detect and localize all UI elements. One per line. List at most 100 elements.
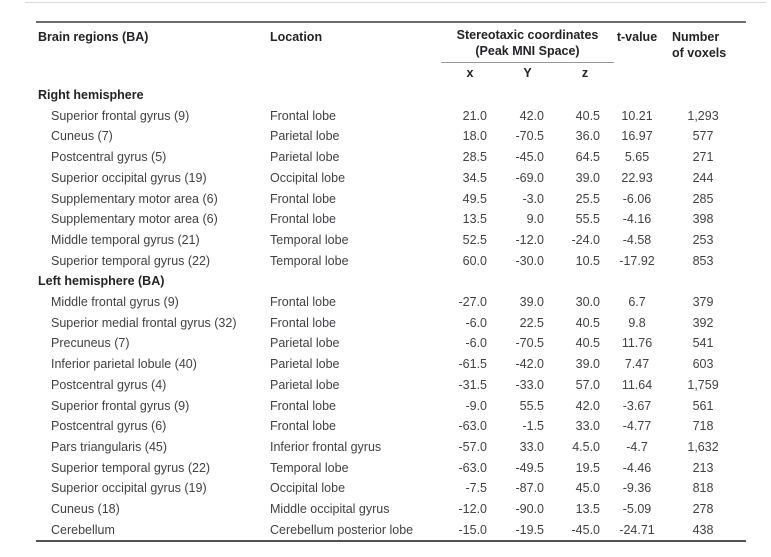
cell-brain-region: Cuneus (7)	[51, 129, 113, 144]
table-row: Cerebellum Cerebellum posterior lobe -15.0…	[36, 520, 746, 542]
cell-coord-z: 19.5	[575, 460, 601, 475]
cell-coord-z: 4.5.0	[572, 439, 601, 454]
cell-brain-region: Postcentral gyrus (6)	[51, 419, 167, 434]
cell-coord-x: 60.0	[462, 253, 487, 268]
cell-coord-x: -6.0	[465, 336, 487, 351]
cell-t-value: -5.09	[622, 502, 652, 517]
cell-coord-y: 55.5	[519, 398, 544, 413]
column-header-brain-regions: Brain regions (BA)	[38, 30, 149, 44]
cell-coord-y: -69.0	[515, 170, 545, 185]
cell-voxel-count: 561	[692, 398, 714, 413]
cell-location: Frontal lobe	[270, 315, 337, 330]
cell-voxel-count: 718	[692, 419, 714, 434]
cell-coord-z: 42.0	[575, 398, 601, 413]
cell-voxel-count: 379	[692, 295, 714, 310]
cell-coord-x: 34.5	[462, 170, 487, 185]
cell-coord-y: 9.0	[526, 212, 544, 227]
cell-brain-region: Supplementary motor area (6)	[51, 212, 218, 227]
cell-coord-y: -90.0	[515, 502, 545, 517]
column-header-z: z	[581, 66, 589, 80]
cell-t-value: 9.8	[628, 315, 646, 330]
table-row: Cuneus (18) Middle occipital gyrus -12.0 -9…	[36, 499, 746, 520]
cell-coord-x: -7.5	[465, 481, 487, 496]
cell-t-value: 11.76	[621, 336, 653, 351]
cell-coord-x: -9.0	[465, 398, 487, 413]
cell-coord-y: -1.5	[522, 419, 544, 434]
cell-location: Parietal lobe	[270, 357, 340, 372]
cell-coord-z: 39.0	[575, 170, 601, 185]
cell-coord-z: 13.5	[575, 502, 601, 517]
cell-t-value: -9.36	[622, 481, 652, 496]
cell-t-value: -4.77	[622, 419, 652, 434]
cell-location: Frontal lobe	[270, 212, 337, 227]
cell-voxel-count: 541	[692, 336, 714, 351]
cell-coord-z: 57.0	[575, 377, 601, 392]
cell-brain-region: Superior occipital gyrus (19)	[51, 170, 207, 185]
cell-coord-z: 40.5	[575, 315, 601, 330]
cell-coord-y: -70.5	[515, 129, 545, 144]
cell-voxel-count: 577	[692, 129, 714, 144]
column-header-location: Location	[270, 30, 323, 44]
cell-brain-region: Superior frontal gyrus (9)	[51, 398, 190, 413]
cell-brain-region: Superior frontal gyrus (9)	[51, 108, 190, 123]
cell-t-value: 6.7	[628, 295, 646, 310]
cell-voxel-count: 244	[692, 170, 714, 185]
cell-coord-x: -63.0	[458, 460, 488, 475]
cell-coord-y: -33.0	[515, 377, 545, 392]
cell-brain-region: Middle temporal gyrus (21)	[51, 232, 200, 247]
cell-t-value: -4.46	[622, 460, 652, 475]
cell-t-value: -4.7	[626, 439, 648, 454]
voxels-header-line2: of voxels	[672, 45, 727, 60]
column-header-stereotaxic-coordinates: Stereotaxic coordinates (Peak MNI Space)	[441, 22, 615, 63]
cell-voxel-count: 603	[692, 357, 714, 372]
cell-t-value: -17.92	[619, 253, 655, 268]
cell-location: Parietal lobe	[270, 377, 340, 392]
table-row: Middle temporal gyrus (21) Temporal lobe 5…	[36, 230, 746, 251]
table-row: Superior occipital gyrus (19) Occipital l…	[36, 478, 746, 499]
cell-brain-region: Postcentral gyrus (4)	[51, 377, 167, 392]
cell-coord-x: 49.5	[462, 191, 487, 206]
section-label: Left hemisphere (BA)	[38, 274, 165, 289]
table-row: Cuneus (7) Parietal lobe 18.0 -70.5 36.0 16.9…	[36, 126, 746, 147]
cell-coord-y: -70.5	[515, 336, 545, 351]
cell-coord-z: 30.0	[575, 295, 601, 310]
cell-coord-z: -45.0	[571, 522, 601, 537]
table-row: Postcentral gyrus (6) Frontal lobe -63.0 -1…	[36, 416, 746, 437]
cell-coord-x: -63.0	[458, 419, 488, 434]
cell-coord-x: 21.0	[462, 108, 487, 123]
results-table: Brain regions (BA) Location Stereotaxic …	[36, 21, 747, 543]
cell-voxel-count: 1,759	[687, 377, 719, 392]
cell-coord-x: -57.0	[458, 439, 488, 454]
cell-coord-y: -42.0	[515, 357, 545, 372]
cell-t-value: -4.58	[622, 232, 652, 247]
table-row: Superior occipital gyrus (19) Occipital l…	[36, 168, 746, 189]
table-row: Supplementary motor area (6) Frontal lobe…	[36, 189, 746, 210]
cell-coord-y: -49.5	[515, 460, 545, 475]
cell-coord-z: 36.0	[575, 129, 601, 144]
cell-coord-y: 22.5	[519, 315, 544, 330]
cell-location: Parietal lobe	[270, 150, 340, 165]
cell-t-value: -3.67	[622, 398, 652, 413]
cell-coord-y: 42.0	[519, 108, 544, 123]
cell-location: Frontal lobe	[270, 295, 337, 310]
cell-coord-z: 39.0	[575, 357, 601, 372]
cell-voxel-count: 213	[692, 460, 714, 475]
table-row: Superior temporal gyrus (22) Temporal lob…	[36, 251, 746, 272]
stereotaxic-header-line2: (Peak MNI Space)	[475, 43, 580, 58]
cell-coord-y: -19.5	[515, 522, 545, 537]
cell-location: Temporal lobe	[270, 460, 349, 475]
stereotaxic-header-line1: Stereotaxic coordinates	[456, 28, 599, 42]
cell-t-value: 16.97	[621, 129, 653, 144]
cell-t-value: -24.71	[619, 522, 655, 537]
table-row: Superior temporal gyrus (22) Temporal lob…	[36, 458, 746, 479]
cell-coord-x: 18.0	[462, 129, 487, 144]
cell-coord-x: -31.5	[458, 377, 488, 392]
top-rule-divider	[25, 2, 766, 3]
cell-location: Temporal lobe	[270, 232, 349, 247]
cell-coord-z: 33.0	[575, 419, 601, 434]
cell-coord-x: -27.0	[458, 295, 488, 310]
table-row: Supplementary motor area (6) Frontal lobe…	[36, 209, 746, 230]
cell-brain-region: Superior temporal gyrus (22)	[51, 253, 211, 268]
cell-voxel-count: 1,632	[687, 439, 719, 454]
column-header-y: Y	[523, 66, 532, 80]
